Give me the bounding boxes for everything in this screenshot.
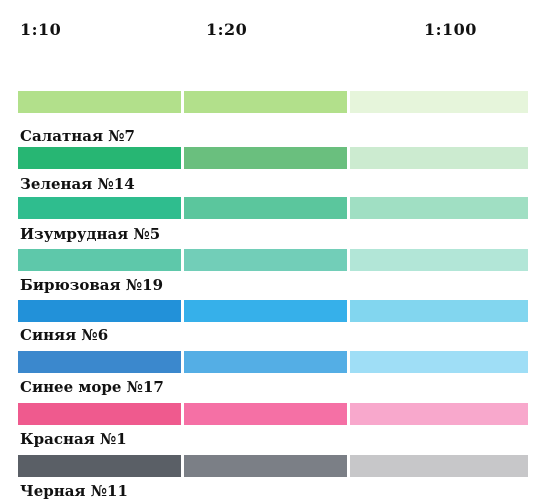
color-swatch-1-100 — [350, 300, 528, 322]
color-swatch-1-10 — [18, 403, 181, 425]
color-swatch-1-100 — [350, 249, 528, 271]
color-swatch-1-20 — [184, 249, 347, 271]
color-swatch-1-10 — [18, 197, 181, 219]
color-swatch-1-10 — [18, 91, 181, 113]
color-swatch-1-20 — [184, 197, 347, 219]
color-name-label: Синяя №6 — [20, 326, 109, 344]
color-swatch-1-10 — [18, 300, 181, 322]
swatch-row — [0, 249, 560, 273]
color-name-label: Красная №1 — [20, 430, 127, 448]
swatch-row — [0, 403, 560, 427]
color-swatch-1-100 — [350, 455, 528, 477]
color-swatch-1-100 — [350, 197, 528, 219]
color-swatch-1-20 — [184, 403, 347, 425]
swatch-row — [0, 147, 560, 171]
color-name-label: Черная №11 — [20, 482, 128, 500]
color-swatch-1-20 — [184, 455, 347, 477]
color-name-label: Изумрудная №5 — [20, 225, 161, 243]
color-swatch-1-100 — [350, 91, 528, 113]
color-swatch-1-100 — [350, 351, 528, 373]
color-swatch-1-20 — [184, 351, 347, 373]
color-name-label: Салатная №7 — [20, 127, 135, 145]
swatch-row — [0, 197, 560, 221]
color-name-label: Бирюзовая №19 — [20, 276, 164, 294]
color-swatch-1-10 — [18, 147, 181, 169]
swatch-row — [0, 91, 560, 117]
column-header-1-100: 1:100 — [424, 20, 477, 39]
color-swatch-1-10 — [18, 351, 181, 373]
color-swatch-1-20 — [184, 91, 347, 113]
swatch-row — [0, 455, 560, 479]
color-swatch-1-10 — [18, 249, 181, 271]
color-swatch-1-20 — [184, 300, 347, 322]
color-swatch-1-20 — [184, 147, 347, 169]
swatch-row — [0, 351, 560, 375]
color-swatch-1-10 — [18, 455, 181, 477]
column-header-1-10: 1:10 — [20, 20, 62, 39]
color-name-label: Зеленая №14 — [20, 175, 135, 193]
column-header-1-20: 1:20 — [206, 20, 248, 39]
color-name-label: Синее море №17 — [20, 378, 164, 396]
color-swatch-1-100 — [350, 147, 528, 169]
color-swatch-1-100 — [350, 403, 528, 425]
swatch-row — [0, 300, 560, 324]
